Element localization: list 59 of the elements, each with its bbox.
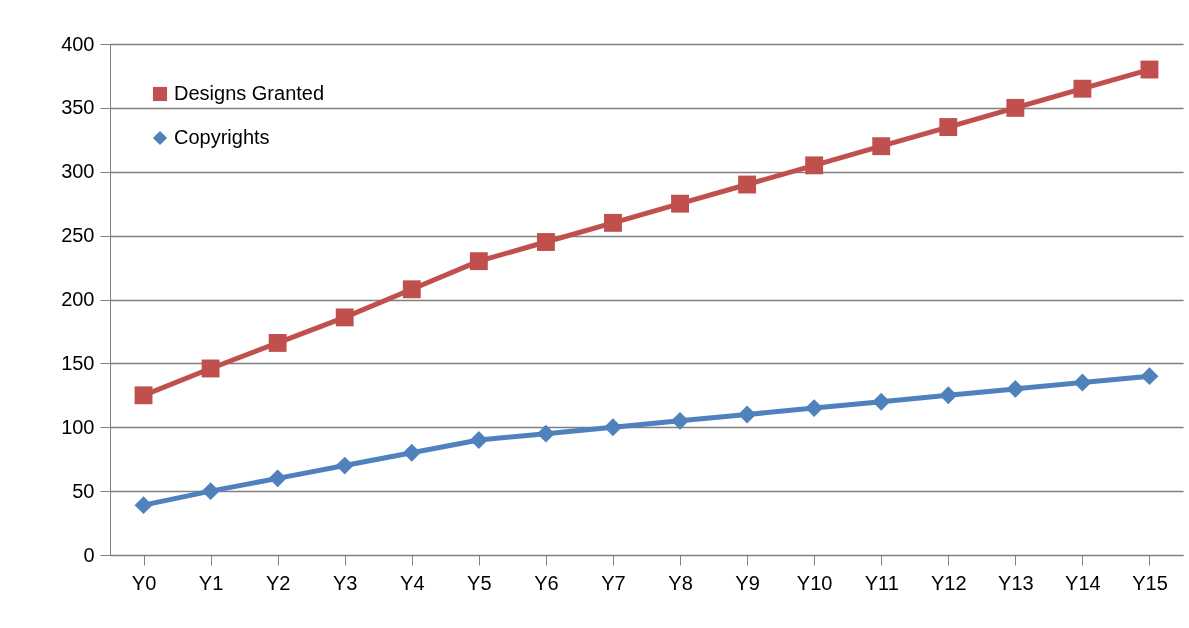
point	[134, 496, 153, 515]
y-tick-label: 400	[61, 32, 95, 55]
x-tick-label: Y15	[1132, 571, 1168, 594]
x-tick-label: Y12	[930, 571, 967, 594]
x-tick-label: Y2	[265, 571, 291, 594]
point	[268, 333, 287, 352]
point	[402, 280, 421, 299]
point	[1073, 79, 1092, 98]
point	[1073, 373, 1092, 392]
point	[738, 175, 757, 194]
point	[469, 431, 488, 449]
x-tick-label: Y4	[400, 571, 425, 594]
x-tick-label: Y7	[601, 571, 626, 594]
x-tick-label: Y11	[864, 571, 899, 594]
point	[604, 213, 622, 232]
point	[201, 482, 220, 501]
y-tick-label: 350	[61, 96, 95, 119]
point	[1140, 60, 1159, 79]
point	[469, 252, 488, 271]
point	[335, 308, 354, 327]
point	[805, 399, 824, 418]
x-tick-label: Y5	[467, 571, 492, 594]
point	[939, 118, 958, 136]
point	[805, 156, 824, 175]
point	[738, 405, 757, 424]
x-tick-label: Y8	[668, 571, 693, 594]
point	[335, 456, 354, 475]
x-tick-label: Y13	[998, 571, 1034, 594]
y-tick-label: 100	[61, 415, 95, 438]
x-tick-label: Y1	[198, 571, 224, 594]
legend-label: Copyrights	[174, 126, 270, 148]
y-tick-label: 0	[83, 543, 95, 566]
point	[1140, 367, 1159, 386]
point	[671, 411, 689, 430]
point	[671, 194, 689, 213]
point	[201, 359, 220, 378]
x-tick-label: Y0	[131, 571, 157, 594]
x-tick-label: Y3	[332, 571, 358, 594]
point	[872, 392, 891, 411]
point	[536, 424, 555, 443]
point	[268, 469, 287, 488]
point	[536, 233, 555, 251]
x-tick-label: Y9	[735, 571, 760, 594]
point	[1006, 98, 1025, 117]
y-tick-label: 250	[61, 224, 95, 247]
point	[402, 443, 421, 462]
y-tick-label: 300	[61, 160, 95, 183]
point	[872, 137, 891, 156]
y-tick-label: 150	[61, 351, 95, 374]
y-tick-label: 200	[61, 288, 95, 310]
x-tick-label: Y14	[1065, 571, 1101, 594]
x-tick-label: Y10	[796, 571, 833, 594]
legend-label: Designs Granted	[174, 82, 325, 104]
y-tick-label: 50	[72, 479, 95, 502]
point	[134, 386, 153, 405]
point	[939, 386, 958, 405]
point	[1006, 379, 1025, 398]
point	[604, 418, 622, 437]
x-tick-label: Y6	[534, 571, 559, 594]
